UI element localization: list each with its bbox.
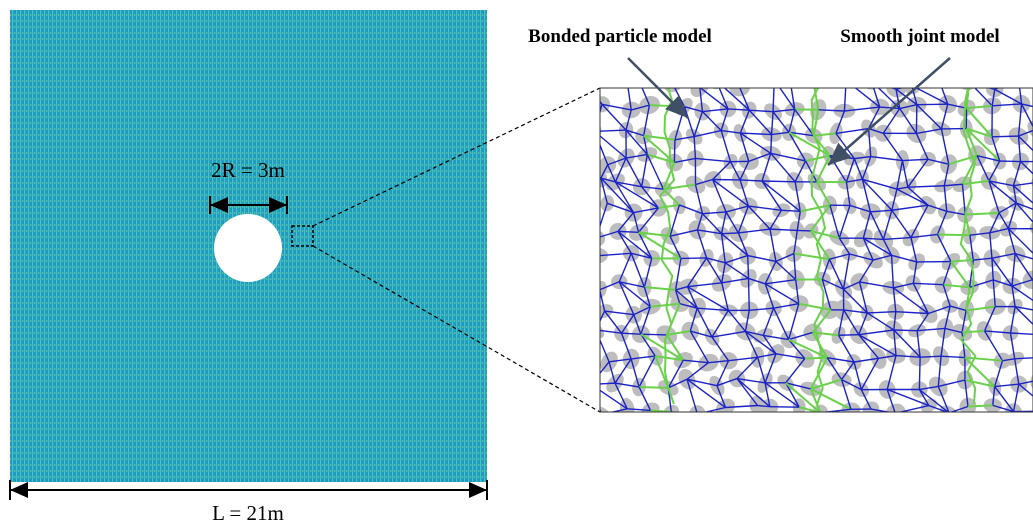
length-label: L = 21m bbox=[212, 501, 284, 525]
bond bbox=[749, 278, 750, 310]
smooth-joint bbox=[813, 80, 846, 81]
bond bbox=[674, 140, 675, 163]
bond bbox=[917, 104, 948, 105]
particle bbox=[580, 373, 602, 395]
diameter-label: 2R = 3m bbox=[211, 158, 285, 182]
zoom-panel bbox=[578, 67, 1033, 427]
smooth-joint bbox=[805, 358, 827, 359]
bond bbox=[618, 231, 639, 232]
smooth-label: Smooth joint model bbox=[840, 26, 999, 47]
bond bbox=[740, 80, 775, 88]
bond bbox=[673, 85, 700, 87]
bond bbox=[641, 334, 667, 335]
particle bbox=[763, 71, 785, 88]
bond bbox=[722, 233, 739, 234]
particle bbox=[616, 69, 638, 87]
smooth-joint bbox=[937, 234, 969, 235]
figure: 2R = 3m L = 21m Bonded particle model Sm… bbox=[0, 0, 1033, 528]
bond bbox=[839, 335, 859, 336]
bond bbox=[622, 333, 641, 334]
page: 2R = 3m L = 21m Bonded particle model Sm… bbox=[0, 0, 1033, 528]
bond bbox=[919, 357, 920, 389]
bond bbox=[774, 78, 789, 79]
bond bbox=[920, 356, 941, 357]
bond bbox=[716, 80, 740, 87]
particle bbox=[627, 69, 650, 88]
bond bbox=[597, 256, 600, 290]
smooth-joint bbox=[939, 80, 969, 82]
bond bbox=[748, 256, 749, 279]
bond bbox=[762, 181, 795, 182]
bond bbox=[681, 258, 707, 259]
bond bbox=[700, 80, 716, 87]
tunnel-hole bbox=[214, 214, 282, 282]
bond bbox=[771, 135, 772, 154]
bond bbox=[596, 238, 597, 256]
particle bbox=[708, 71, 725, 91]
bond bbox=[1019, 79, 1033, 89]
particle bbox=[1008, 68, 1029, 90]
bond bbox=[992, 136, 1019, 137]
bond bbox=[790, 78, 813, 80]
bond bbox=[590, 78, 626, 88]
particle bbox=[779, 67, 801, 89]
bond bbox=[894, 330, 917, 331]
bonded-label: Bonded particle model bbox=[528, 26, 712, 47]
smooth-joint bbox=[968, 405, 993, 406]
bond bbox=[797, 230, 811, 231]
smooth-joint bbox=[639, 387, 668, 388]
